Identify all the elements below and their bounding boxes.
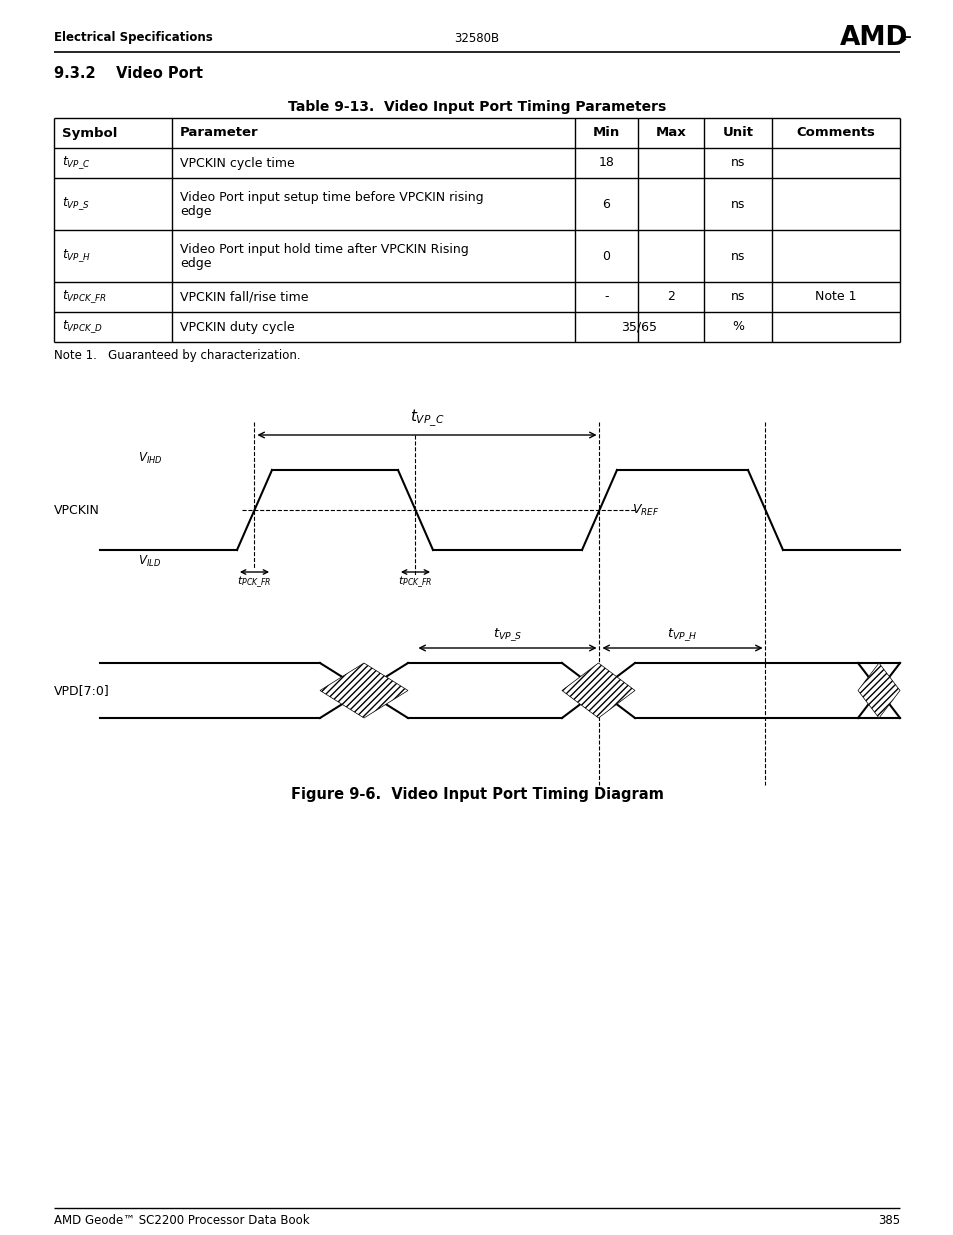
Text: %: % [731, 321, 743, 333]
Text: Max: Max [655, 126, 685, 140]
Text: Figure 9-6.  Video Input Port Timing Diagram: Figure 9-6. Video Input Port Timing Diag… [291, 788, 662, 803]
Text: Video Port input setup time before VPCKIN rising: Video Port input setup time before VPCKI… [180, 190, 483, 204]
Text: VPD[7:0]: VPD[7:0] [54, 684, 110, 697]
Text: $t_{VP\_C}$: $t_{VP\_C}$ [62, 154, 91, 172]
Text: VPCKIN: VPCKIN [54, 504, 100, 516]
Text: $t_{PCK\_FR}$: $t_{PCK\_FR}$ [237, 576, 272, 590]
Text: $t_{VP\_S}$: $t_{VP\_S}$ [62, 195, 90, 212]
Text: AMD: AMD [840, 25, 907, 51]
Text: Electrical Specifications: Electrical Specifications [54, 32, 213, 44]
Text: VPCKIN fall/rise time: VPCKIN fall/rise time [180, 290, 308, 304]
Text: 35/65: 35/65 [620, 321, 657, 333]
Text: VPCKIN cycle time: VPCKIN cycle time [180, 157, 294, 169]
Text: $t_{VP\_H}$: $t_{VP\_H}$ [62, 248, 91, 264]
Text: $t_{VPCK\_FR}$: $t_{VPCK\_FR}$ [62, 289, 107, 305]
Polygon shape [857, 663, 899, 718]
Text: Note 1: Note 1 [815, 290, 856, 304]
Text: edge: edge [180, 205, 212, 217]
Text: 32580B: 32580B [454, 32, 499, 44]
Text: $t_{VP\_S}$: $t_{VP\_S}$ [493, 626, 521, 643]
Text: ns: ns [730, 290, 744, 304]
Text: 6: 6 [602, 198, 610, 210]
Polygon shape [561, 663, 635, 718]
Text: ns: ns [730, 249, 744, 263]
Text: Unit: Unit [721, 126, 753, 140]
Text: ns: ns [730, 198, 744, 210]
Text: Note 1.   Guaranteed by characterization.: Note 1. Guaranteed by characterization. [54, 350, 300, 363]
Text: 2: 2 [666, 290, 674, 304]
Text: 9.3.2    Video Port: 9.3.2 Video Port [54, 65, 203, 80]
Text: Comments: Comments [796, 126, 875, 140]
Text: Min: Min [592, 126, 619, 140]
Polygon shape [319, 663, 408, 718]
Text: edge: edge [180, 257, 212, 269]
Text: -: - [603, 290, 608, 304]
Text: VPCKIN duty cycle: VPCKIN duty cycle [180, 321, 294, 333]
Text: $V_{ILD}$: $V_{ILD}$ [138, 555, 161, 569]
Text: $t_{PCK\_FR}$: $t_{PCK\_FR}$ [397, 576, 433, 590]
Text: Symbol: Symbol [62, 126, 117, 140]
Text: $t_{VP\_H}$: $t_{VP\_H}$ [666, 626, 697, 643]
Text: $V_{IHD}$: $V_{IHD}$ [138, 451, 162, 466]
Text: 18: 18 [598, 157, 614, 169]
Text: Video Port input hold time after VPCKIN Rising: Video Port input hold time after VPCKIN … [180, 242, 468, 256]
Text: $t_{VP\_C}$: $t_{VP\_C}$ [410, 408, 444, 429]
Text: $t_{VPCK\_D}$: $t_{VPCK\_D}$ [62, 319, 103, 336]
Text: 385: 385 [877, 1214, 899, 1228]
Text: ns: ns [730, 157, 744, 169]
Text: $V_{REF}$: $V_{REF}$ [631, 503, 659, 517]
Text: AMD Geode™ SC2200 Processor Data Book: AMD Geode™ SC2200 Processor Data Book [54, 1214, 310, 1228]
Text: Table 9-13.  Video Input Port Timing Parameters: Table 9-13. Video Input Port Timing Para… [288, 100, 665, 114]
Text: ⬐: ⬐ [897, 31, 910, 46]
Text: Parameter: Parameter [180, 126, 258, 140]
Text: 0: 0 [602, 249, 610, 263]
